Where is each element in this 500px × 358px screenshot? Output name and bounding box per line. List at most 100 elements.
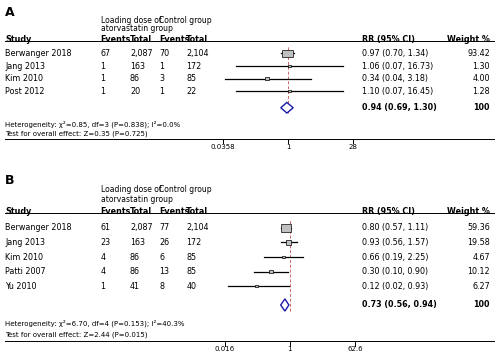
Text: Total: Total [130,207,152,216]
Text: A: A [5,6,15,19]
Text: Kim 2010: Kim 2010 [5,74,43,83]
Text: 0.80 (0.57, 1.11): 0.80 (0.57, 1.11) [362,223,428,232]
Text: 1.10 (0.07, 16.45): 1.10 (0.07, 16.45) [362,87,433,96]
Text: 163: 163 [130,238,145,247]
Text: RR (95% CI): RR (95% CI) [362,207,414,216]
Text: 0.94 (0.69, 1.30): 0.94 (0.69, 1.30) [362,103,436,112]
Text: 1: 1 [100,62,105,71]
Text: Control group: Control group [160,185,212,194]
Text: Events: Events [100,207,131,216]
Bar [282,256,285,258]
Bar [255,285,258,287]
Text: 1: 1 [100,74,105,83]
Text: Control group: Control group [160,16,212,25]
Text: Total: Total [186,35,208,44]
Text: Study: Study [5,207,32,216]
Bar [264,77,269,81]
Text: 0.30 (0.10, 0.90): 0.30 (0.10, 0.90) [362,267,428,276]
Text: 13: 13 [160,267,170,276]
Text: 70: 70 [160,49,170,58]
Text: 1.28: 1.28 [472,87,490,96]
Text: 4.00: 4.00 [472,74,490,83]
Text: 100: 100 [474,300,490,310]
Text: 0.73 (0.56, 0.94): 0.73 (0.56, 0.94) [362,300,436,310]
Text: Patti 2007: Patti 2007 [5,267,46,276]
Polygon shape [280,299,289,311]
Text: 86: 86 [130,252,140,262]
Text: 22: 22 [186,87,196,96]
Text: 8: 8 [160,282,164,291]
Text: 67: 67 [100,49,110,58]
Text: 1: 1 [100,87,105,96]
Text: 86: 86 [130,74,140,83]
Bar [286,240,291,245]
Text: 41: 41 [130,282,140,291]
Bar [282,224,291,232]
Text: 100: 100 [474,103,490,112]
Text: 1: 1 [160,62,164,71]
Text: 1: 1 [160,87,164,96]
Text: Events: Events [100,35,131,44]
Text: 172: 172 [186,62,202,71]
Text: 28: 28 [349,144,358,150]
Text: atorvastatin group: atorvastatin group [100,24,172,33]
Text: 0.93 (0.56, 1.57): 0.93 (0.56, 1.57) [362,238,428,247]
Text: Jang 2013: Jang 2013 [5,238,45,247]
Text: 77: 77 [160,223,170,232]
Text: Jang 2013: Jang 2013 [5,62,45,71]
Text: 93.42: 93.42 [468,49,490,58]
Text: 20: 20 [130,87,140,96]
Text: 2,087: 2,087 [130,223,152,232]
Text: Kim 2010: Kim 2010 [5,252,43,262]
Text: 1.06 (0.07, 16.73): 1.06 (0.07, 16.73) [362,62,433,71]
Polygon shape [281,102,293,113]
Text: Weight %: Weight % [447,207,490,216]
Text: Loading dose of: Loading dose of [100,16,161,25]
Text: 0.97 (0.70, 1.34): 0.97 (0.70, 1.34) [362,49,428,58]
Text: 1: 1 [288,347,292,352]
Text: 4: 4 [100,252,105,262]
Text: 4.67: 4.67 [472,252,490,262]
Text: 6.27: 6.27 [472,282,490,291]
Text: Test for overall effect: Z=2.44 (P=0.015): Test for overall effect: Z=2.44 (P=0.015… [5,331,148,338]
Text: 4: 4 [100,267,105,276]
Text: B: B [5,174,15,187]
Text: 0.34 (0.04, 3.18): 0.34 (0.04, 3.18) [362,74,428,83]
Bar [288,90,292,92]
Text: 0.016: 0.016 [214,347,235,352]
Text: 2,087: 2,087 [130,49,152,58]
Text: 1: 1 [100,282,105,291]
Text: 2,104: 2,104 [186,49,209,58]
Text: 19.58: 19.58 [468,238,490,247]
Text: 3: 3 [160,74,164,83]
Text: 62.6: 62.6 [347,347,363,352]
Text: Yu 2010: Yu 2010 [5,282,36,291]
Text: 85: 85 [186,74,196,83]
Text: 23: 23 [100,238,110,247]
Text: 40: 40 [186,282,196,291]
Bar [269,270,273,273]
Text: 0.66 (0.19, 2.25): 0.66 (0.19, 2.25) [362,252,428,262]
Text: Loading dose of: Loading dose of [100,185,161,194]
Text: 172: 172 [186,238,202,247]
Text: atorvastatin group: atorvastatin group [100,194,172,204]
Text: 59.36: 59.36 [468,223,490,232]
Text: Heterogeneity: χ²=0.85, df=3 (P=0.838); I²=0.0%: Heterogeneity: χ²=0.85, df=3 (P=0.838); … [5,120,180,128]
Text: Total: Total [130,35,152,44]
Text: 6: 6 [160,252,164,262]
Text: Events: Events [160,35,190,44]
Text: Test for overall effect: Z=0.35 (P=0.725): Test for overall effect: Z=0.35 (P=0.725… [5,130,148,137]
Text: 2,104: 2,104 [186,223,209,232]
Text: 86: 86 [130,267,140,276]
Text: Heterogeneity: χ²=6.70, df=4 (P=0.153); I²=40.3%: Heterogeneity: χ²=6.70, df=4 (P=0.153); … [5,320,184,327]
Text: 85: 85 [186,252,196,262]
Text: Weight %: Weight % [447,35,490,44]
Text: 26: 26 [160,238,170,247]
Text: 1: 1 [286,144,290,150]
Text: 163: 163 [130,62,145,71]
Text: 1.30: 1.30 [472,62,490,71]
Text: 85: 85 [186,267,196,276]
Text: 0.12 (0.02, 0.93): 0.12 (0.02, 0.93) [362,282,428,291]
Text: Berwanger 2018: Berwanger 2018 [5,49,71,58]
Text: Events: Events [160,207,190,216]
